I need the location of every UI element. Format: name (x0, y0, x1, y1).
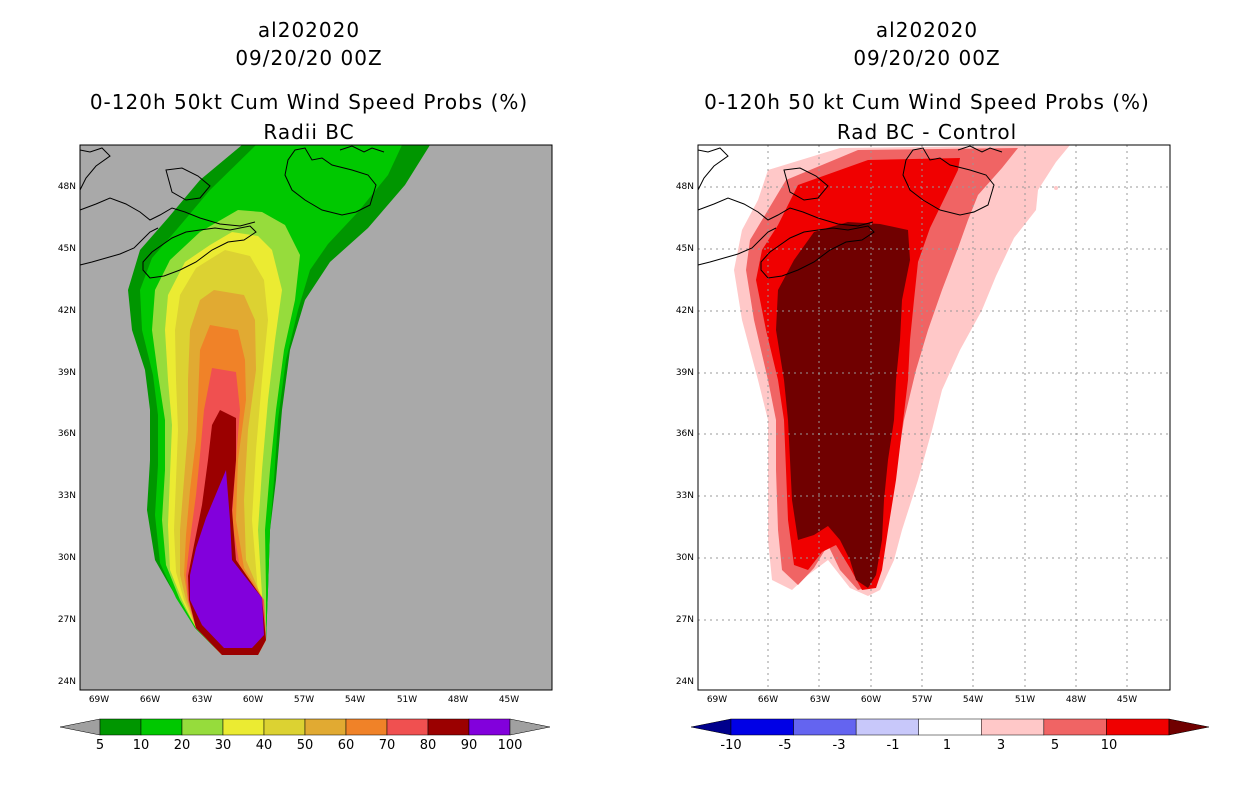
map-frame (697, 144, 1171, 691)
colorbar-high-arrow (509, 718, 551, 736)
lat-label: 27N (675, 615, 694, 625)
contour-10 (776, 222, 910, 588)
colorbar-label: 80 (419, 738, 437, 753)
storm-id: al202020 (875, 18, 979, 42)
lon-label: 51W (396, 695, 418, 705)
colorbar-swatch (304, 718, 347, 736)
lon-label: 60W (860, 695, 882, 705)
colorbar-label: 20 (173, 738, 191, 753)
lon-label: 51W (1014, 695, 1036, 705)
lon-label: 54W (344, 695, 366, 705)
chart-title: 0-120h 50 kt Cum Wind Speed Probs (%) (704, 90, 1150, 114)
colorbar-label: 1 (942, 738, 952, 753)
lat-label: 30N (675, 553, 694, 563)
lat-label: 42N (675, 306, 694, 316)
colorbar-label: 60 (337, 738, 355, 753)
colorbar (59, 718, 551, 736)
colorbar-label: 30 (214, 738, 232, 753)
forecast-date: 09/20/20 00Z (853, 46, 1001, 70)
colorbar-swatch (263, 718, 306, 736)
storm-id: al202020 (257, 18, 361, 42)
colorbar-label: -3 (832, 738, 846, 753)
chart-title: 0-120h 50kt Cum Wind Speed Probs (%) (89, 90, 529, 114)
colorbar-swatch (730, 718, 794, 736)
lat-label: 39N (57, 368, 76, 378)
colorbar-swatch (468, 718, 511, 736)
colorbar-swatch (99, 718, 142, 736)
lat-label: 27N (57, 615, 76, 625)
lat-label: 39N (675, 368, 694, 378)
colorbar-low-arrow (690, 718, 732, 736)
lon-label: 57W (293, 695, 315, 705)
colorbar-label: 3 (996, 738, 1006, 753)
probability-map (59, 144, 553, 736)
colorbar-label: 100 (497, 738, 523, 753)
lon-label: 66W (757, 695, 779, 705)
colorbar-swatch (1043, 718, 1107, 736)
colorbar-label: 5 (1050, 738, 1060, 753)
lon-label: 45W (1116, 695, 1138, 705)
map-frame (79, 144, 553, 691)
lat-label: 36N (57, 429, 76, 439)
lat-label: 33N (57, 491, 76, 501)
lon-label: 48W (1065, 695, 1087, 705)
lon-label: 69W (88, 695, 110, 705)
chart-subtitle: Rad BC - Control (836, 120, 1018, 144)
colorbar-high-arrow (1168, 718, 1210, 736)
coastlines (79, 145, 385, 279)
lat-label: 36N (675, 429, 694, 439)
difference-map (690, 144, 1210, 736)
lon-label: 66W (139, 695, 161, 705)
panel-radii-bc: al202020 09/20/20 00Z 0-120h 50kt Cum Wi… (57, 18, 553, 753)
lon-label: 60W (242, 695, 264, 705)
colorbar-label: -10 (720, 738, 742, 753)
lon-label: 57W (911, 695, 933, 705)
colorbar-label: 10 (132, 738, 150, 753)
colorbar-swatch (918, 718, 982, 736)
colorbar-label: -5 (778, 738, 792, 753)
colorbar-swatch (140, 718, 183, 736)
colorbar-swatch (427, 718, 470, 736)
lat-label: 45N (675, 244, 694, 254)
colorbar-label: 5 (95, 738, 105, 753)
colorbar-label: -1 (886, 738, 900, 753)
lat-label: 30N (57, 553, 76, 563)
colorbar-swatch (981, 718, 1045, 736)
colorbar-low-arrow (59, 718, 101, 736)
colorbar-label: 40 (255, 738, 273, 753)
lat-label: 45N (57, 244, 76, 254)
colorbar-label: 10 (1100, 738, 1118, 753)
lon-label: 63W (191, 695, 213, 705)
colorbar-swatch (181, 718, 224, 736)
lat-label: 24N (57, 677, 76, 687)
colorbar-swatch (386, 718, 429, 736)
colorbar-label: 50 (296, 738, 314, 753)
lat-label: 48N (57, 182, 76, 192)
lon-label: 45W (498, 695, 520, 705)
lon-label: 69W (706, 695, 728, 705)
colorbar-swatch (222, 718, 265, 736)
colorbar-swatch (855, 718, 919, 736)
probability-contours (128, 145, 430, 655)
lon-label: 54W (962, 695, 984, 705)
lat-label: 42N (57, 306, 76, 316)
lat-label: 33N (675, 491, 694, 501)
lon-label: 63W (809, 695, 831, 705)
coastlines (697, 145, 1003, 279)
colorbar-swatch (345, 718, 388, 736)
forecast-date: 09/20/20 00Z (235, 46, 383, 70)
colorbar-swatch (1106, 718, 1170, 736)
lat-label: 24N (675, 677, 694, 687)
colorbar-swatch (793, 718, 857, 736)
panel-rad-bc-control: al202020 09/20/20 00Z 0-120h 50 kt Cum W… (618, 0, 1236, 800)
contour-speck (1054, 186, 1058, 190)
colorbar-label: 90 (460, 738, 478, 753)
contour-90 (190, 470, 264, 648)
grid-lines (698, 145, 1170, 690)
chart-subtitle: Radii BC (263, 120, 355, 144)
lat-label: 48N (675, 182, 694, 192)
colorbar-label: 70 (378, 738, 396, 753)
colorbar (690, 718, 1210, 736)
lon-label: 48W (447, 695, 469, 705)
